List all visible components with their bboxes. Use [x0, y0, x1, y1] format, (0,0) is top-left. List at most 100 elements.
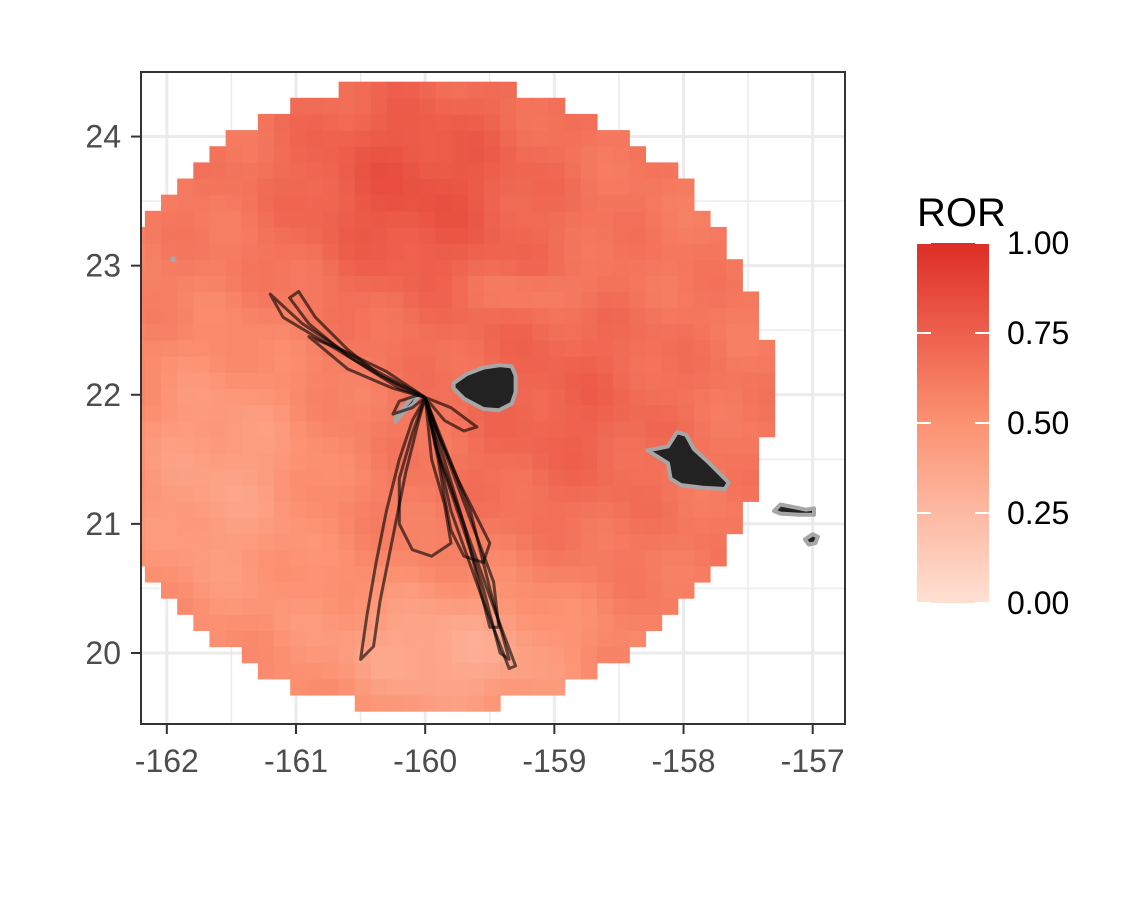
raster-cell [629, 275, 647, 293]
raster-cell [483, 339, 501, 357]
raster-cell [693, 404, 711, 422]
raster-cell [564, 646, 582, 664]
raster-cell [580, 646, 598, 664]
raster-cell [306, 662, 324, 680]
raster-cell [403, 81, 420, 99]
raster-cell [516, 581, 533, 599]
raster-cell [451, 436, 469, 454]
raster-cell [693, 420, 711, 438]
raster-cell [516, 388, 533, 406]
raster-cell [257, 614, 275, 631]
raster-cell [483, 452, 501, 470]
raster-cell [387, 678, 404, 696]
raster-cell [322, 581, 340, 599]
raster-cell [177, 420, 194, 438]
raster-cell [564, 130, 582, 147]
raster-cell [677, 533, 695, 551]
raster-cell [613, 420, 630, 438]
raster-cell [467, 646, 485, 664]
raster-cell [483, 130, 501, 147]
raster-cell [435, 291, 453, 309]
raster-cell [596, 404, 614, 422]
raster-cell [177, 307, 194, 325]
raster-cell [677, 323, 695, 341]
raster-cell [419, 243, 437, 260]
raster-cell [241, 226, 259, 244]
raster-cell [290, 517, 307, 535]
raster-cell [161, 388, 178, 406]
raster-cell [742, 404, 760, 422]
raster-cell [403, 259, 420, 276]
raster-cell [532, 388, 550, 406]
raster-cell [241, 581, 259, 599]
raster-cell [645, 485, 663, 502]
raster-cell [225, 485, 243, 502]
raster-cell [161, 194, 178, 212]
raster-cell [742, 291, 760, 309]
raster-cell [435, 113, 453, 131]
raster-cell [322, 549, 340, 567]
raster-cell [370, 113, 388, 131]
raster-cell [370, 243, 388, 260]
raster-cell [693, 436, 711, 454]
raster-cell [661, 356, 679, 373]
y-tick-label: 20 [85, 635, 121, 671]
raster-cell [661, 259, 679, 276]
raster-cell [435, 339, 453, 357]
raster-cell [403, 630, 420, 648]
raster-cell [290, 372, 307, 389]
raster-cell [274, 436, 291, 454]
raster-cell [500, 469, 517, 486]
raster-cell [451, 630, 469, 648]
raster-cell [483, 646, 501, 664]
raster-cell [225, 210, 243, 228]
raster-cell [629, 549, 647, 567]
raster-cell [257, 323, 275, 341]
raster-cell [435, 372, 453, 389]
raster-cell [225, 388, 243, 406]
raster-cell [629, 307, 647, 325]
raster-cell [290, 485, 307, 502]
raster-cell [338, 307, 356, 325]
raster-cell [370, 436, 388, 454]
raster-cell [225, 436, 243, 454]
raster-cell [645, 291, 663, 309]
legend-label: 0.00 [1007, 585, 1069, 621]
raster-cell [177, 323, 194, 341]
raster-cell [596, 178, 614, 196]
raster-cell [241, 291, 259, 309]
raster-cell [516, 275, 533, 293]
raster-cell [161, 517, 178, 535]
raster-cell [161, 485, 178, 502]
raster-cell [290, 178, 307, 196]
raster-cell [322, 307, 340, 325]
raster-cell [370, 420, 388, 438]
raster-cell [193, 517, 211, 535]
raster-cell [500, 598, 517, 615]
raster-cell [403, 162, 420, 180]
raster-cell [403, 549, 420, 567]
raster-cell [451, 113, 469, 131]
raster-cell [451, 581, 469, 599]
raster-cell [274, 210, 291, 228]
raster-cell [322, 630, 340, 648]
raster-cell [354, 81, 372, 99]
raster-cell [580, 485, 598, 502]
raster-cell [580, 549, 598, 567]
raster-cell [144, 420, 162, 438]
raster-cell [693, 275, 711, 293]
raster-cell [677, 226, 695, 244]
raster-cell [144, 291, 162, 309]
raster-cell [209, 162, 227, 180]
raster-cell [354, 452, 372, 470]
raster-cell [596, 646, 614, 664]
raster-cell [548, 97, 566, 115]
raster-cell [451, 97, 469, 115]
raster-cell [387, 146, 404, 163]
raster-cell [548, 113, 566, 131]
raster-cell [483, 146, 501, 163]
raster-cell [500, 501, 517, 519]
raster-cell [629, 598, 647, 615]
raster-cell [483, 162, 501, 180]
raster-cell [500, 614, 517, 631]
